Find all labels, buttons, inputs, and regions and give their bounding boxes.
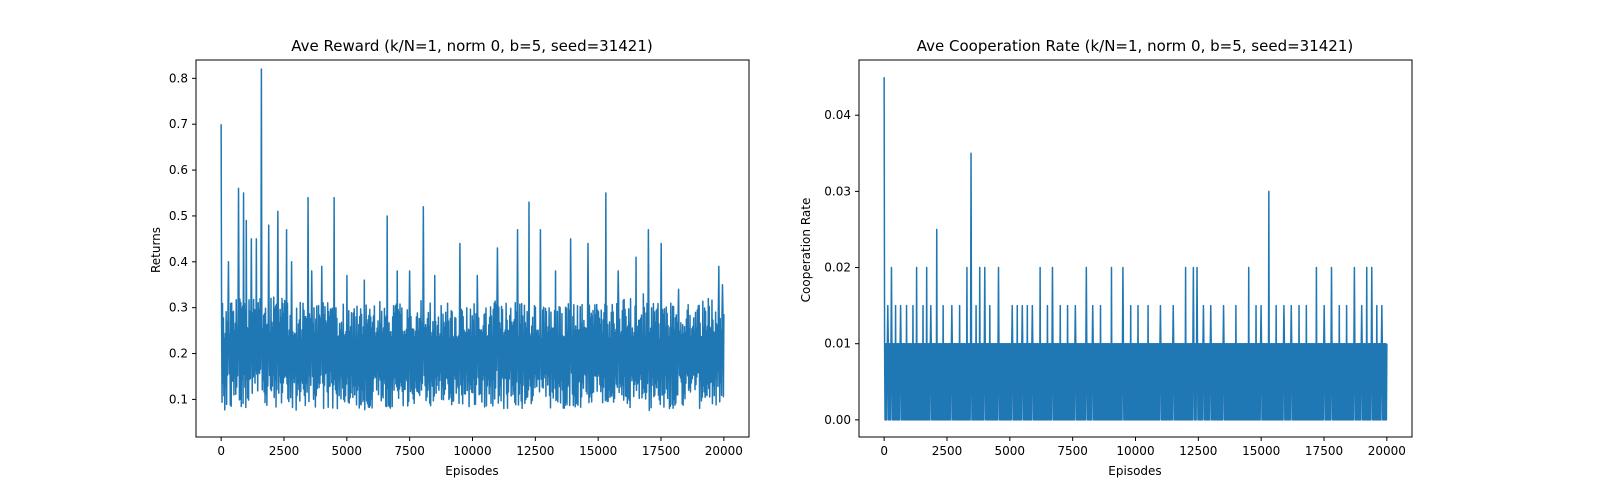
cooperation-y-axis-label: Cooperation Rate: [799, 198, 813, 303]
cooperation-x-tick-label: 12500: [1179, 444, 1217, 458]
reward-x-tick-label: 2500: [269, 444, 300, 458]
cooperation-x-tick-label: 20000: [1368, 444, 1406, 458]
reward-y-tick-label: 0.4: [169, 255, 188, 269]
reward-y-tick-label: 0.8: [169, 71, 188, 85]
reward-x-tick-label: 15000: [579, 444, 617, 458]
reward-y-axis-label: Returns: [149, 227, 163, 273]
reward-x-tick-label: 7500: [394, 444, 425, 458]
reward-series-line: [220, 68, 725, 412]
cooperation-x-tick-label: 10000: [1116, 444, 1154, 458]
reward-x-tick-label: 17500: [642, 444, 680, 458]
reward-x-tick-label: 10000: [453, 444, 491, 458]
cooperation-x-axis-label: Episodes: [1108, 464, 1161, 478]
reward-x-tick-label: 5000: [332, 444, 363, 458]
reward-y-tick-label: 0.3: [169, 301, 188, 315]
reward-x-tick-label: 20000: [705, 444, 743, 458]
reward-x-axis-label: Episodes: [445, 464, 498, 478]
reward-chart-title: Ave Reward (k/N=1, norm 0, b=5, seed=314…: [291, 37, 653, 55]
reward-x-tick-label: 12500: [516, 444, 554, 458]
reward-chart: Ave Reward (k/N=1, norm 0, b=5, seed=314…: [149, 37, 750, 478]
cooperation-y-tick-label: 0.00: [824, 413, 851, 427]
reward-y-tick-label: 0.1: [169, 392, 188, 406]
cooperation-x-tick-label: 2500: [932, 444, 963, 458]
cooperation-y-tick-label: 0.04: [824, 108, 851, 122]
cooperation-x-tick-label: 0: [880, 444, 888, 458]
reward-y-tick-label: 0.2: [169, 347, 188, 361]
cooperation-x-tick-label: 5000: [995, 444, 1026, 458]
cooperation-y-tick-label: 0.02: [824, 261, 851, 275]
reward-plot-area: 0 2500 5000 7500 10000 12500 15000 17500 20000 0.…: [169, 59, 750, 458]
reward-x-tick-label: 0: [217, 444, 225, 458]
reward-y-tick-label: 0.7: [169, 117, 188, 131]
cooperation-plot-area: 0 2500 5000 7500 10000 12500 15000 17500 20000 0.…: [824, 59, 1413, 458]
reward-y-tick-label: 0.5: [169, 209, 188, 223]
cooperation-chart-title: Ave Cooperation Rate (k/N=1, norm 0, b=5…: [917, 37, 1353, 55]
cooperation-y-tick-label: 0.01: [824, 337, 851, 351]
cooperation-y-tick-label: 0.03: [824, 184, 851, 198]
cooperation-x-tick-label: 17500: [1305, 444, 1343, 458]
cooperation-chart: Ave Cooperation Rate (k/N=1, norm 0, b=5…: [799, 37, 1413, 478]
reward-y-tick-label: 0.6: [169, 163, 188, 177]
cooperation-series-line: [883, 77, 1388, 421]
cooperation-x-tick-label: 15000: [1242, 444, 1280, 458]
cooperation-x-tick-label: 7500: [1057, 444, 1088, 458]
